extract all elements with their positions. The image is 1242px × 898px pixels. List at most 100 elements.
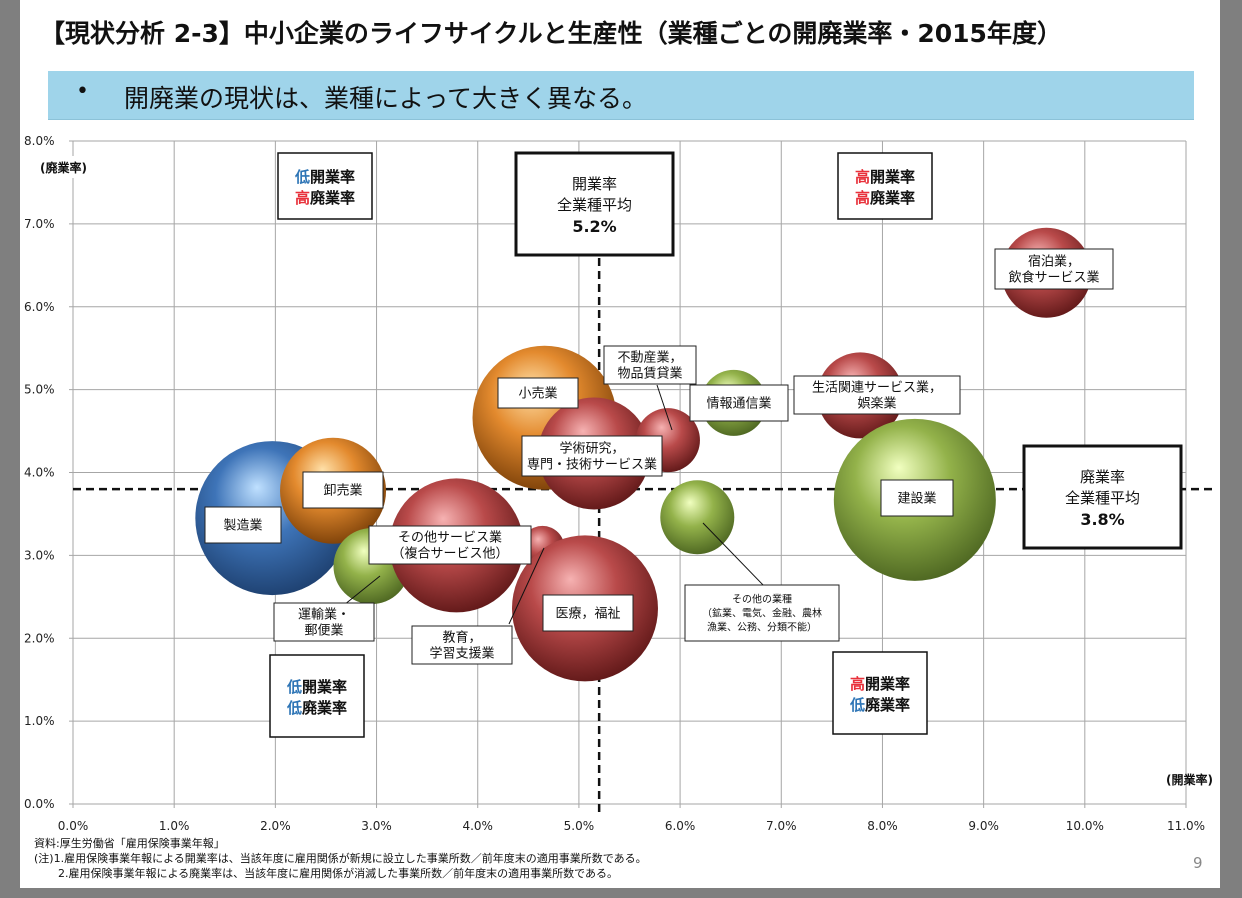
bubble-label-box [542, 594, 634, 632]
bubble-label-box [204, 506, 282, 544]
bubble-label: 生活関連サービス業， [812, 380, 942, 396]
bubble-label: 建設業 [897, 491, 936, 507]
x-tick-label: 0.0% [58, 819, 89, 833]
x-axis-label: (開業率) [1166, 772, 1213, 787]
leader-line [508, 547, 545, 625]
quadrant-label: 高廃業率 [295, 189, 355, 207]
bubble-label-box [793, 375, 961, 415]
bubble-label: 学習支援業 [429, 646, 494, 662]
bubble-label: 教育， [442, 630, 481, 646]
quadrant-rate: 開業率 [870, 168, 915, 186]
y-tick-label: 4.0% [24, 466, 55, 480]
quadrant-level: 低 [286, 678, 302, 696]
bubble-label: 娯楽業 [857, 396, 896, 412]
footnotes: 資料:厚生労働省「雇用保険事業年報」 (注)1.雇用保険事業年報による開業率は、… [34, 836, 647, 881]
quadrant-box-bottom-left [269, 654, 365, 738]
x-tick-label: 10.0% [1066, 819, 1104, 833]
x-tick-label: 5.0% [564, 819, 595, 833]
quadrant-label: 低開業率 [294, 168, 355, 186]
bubble-label-box [994, 248, 1114, 290]
x-tick-label: 2.0% [260, 819, 291, 833]
quadrant-level: 高 [855, 168, 870, 186]
avg-open-rate-box-line1: 開業率 [572, 175, 617, 193]
x-tick-label: 4.0% [462, 819, 493, 833]
quadrant-box-bottom-right [832, 651, 928, 735]
bubble-label-box [684, 584, 840, 642]
bubble-label: その他の業種 [732, 593, 792, 606]
y-axis-label-bg [38, 156, 104, 178]
x-tick-label: 6.0% [665, 819, 696, 833]
bubble-label: 専門・技術サービス業 [527, 457, 657, 473]
bubble-label: 小売業 [518, 386, 557, 402]
y-tick-label: 2.0% [24, 631, 55, 645]
note-1: (注)1.雇用保険事業年報による開業率は、当該年度に雇用関係が新規に設立した事業… [34, 852, 647, 865]
bubble-label: 物品賃貸業 [617, 366, 682, 382]
quadrant-box-top-left [277, 152, 373, 220]
quadrant-label: 低廃業率 [849, 696, 910, 714]
banner-text: 開廃業の現状は、業種によって大きく異なる。 [124, 84, 648, 113]
bubble-label: 製造業 [223, 518, 262, 534]
quadrant-level: 低 [294, 168, 310, 186]
quadrant-level: 高 [850, 675, 865, 693]
y-tick-label: 5.0% [24, 383, 55, 397]
bubble-label: 飲食サービス業 [1008, 270, 1099, 286]
x-tick-label: 8.0% [867, 819, 898, 833]
quadrant-label: 低開業率 [286, 678, 347, 696]
annotation-boxes: 開業率全業種平均5.2%廃業率全業種平均3.8%低開業率高廃業率高開業率高廃業率… [269, 151, 1183, 738]
bubble-label-box [497, 377, 579, 409]
summary-banner: • 開廃業の現状は、業種によって大きく異なる。 [48, 71, 1194, 120]
bubble-label-box [603, 345, 697, 385]
quadrant-rate: 開業率 [310, 168, 355, 186]
note-2: 2.雇用保険事業年報による廃業率は、当該年度に雇用関係が消滅した事業所数／前年度… [58, 867, 619, 880]
bubble-label: （鉱業、電気、金融、農林 [702, 607, 822, 620]
page-number: 9 [1193, 854, 1203, 872]
bubble-label: 医療，福祉 [555, 607, 620, 622]
quadrant-rate: 廃業率 [302, 699, 347, 717]
bubble-label-box [302, 471, 384, 509]
leader-line [656, 384, 673, 431]
bubble-label: 宿泊業， [1028, 254, 1080, 270]
leader-line [702, 522, 766, 588]
quadrant-label: 高開業率 [850, 675, 910, 693]
avg-close-rate-box [1022, 444, 1183, 550]
slide-title: 【現状分析 2-3】中小企業のライフサイクルと生産性（業種ごとの開廃業率・201… [40, 19, 1062, 48]
quadrant-rate: 開業率 [302, 678, 347, 696]
y-tick-label: 0.0% [24, 797, 55, 811]
bubble-label: 卸売業 [323, 483, 362, 499]
x-tick-label: 7.0% [766, 819, 797, 833]
quadrant-label: 高開業率 [855, 168, 915, 186]
y-tick-label: 8.0% [24, 134, 55, 148]
quadrant-rate: 廃業率 [310, 189, 355, 207]
bubble-label: 運輸業・ [298, 607, 350, 623]
quadrant-level: 高 [855, 189, 870, 207]
avg-close-rate-box-value: 3.8% [1080, 510, 1124, 529]
quadrant-level: 低 [286, 699, 302, 717]
y-tick-label: 7.0% [24, 217, 55, 231]
quadrant-level: 高 [295, 189, 310, 207]
bullet-icon: • [76, 79, 89, 104]
bubble-label: 学術研究， [559, 441, 624, 457]
y-tick-label: 6.0% [24, 300, 55, 314]
x-tick-label: 9.0% [968, 819, 999, 833]
avg-close-rate-box-line1: 廃業率 [1080, 468, 1125, 486]
bubble-label-box [368, 525, 532, 565]
y-tick-label: 1.0% [24, 714, 55, 728]
bubble-label-box [273, 602, 375, 642]
source-note: 資料:厚生労働省「雇用保険事業年報」 [34, 837, 225, 850]
quadrant-rate: 開業率 [865, 675, 910, 693]
bubble-label: 情報通信業 [706, 396, 771, 412]
quadrant-rate: 廃業率 [870, 189, 915, 207]
bubble-label: 漁業、公務、分類不能） [707, 621, 817, 634]
y-tick-label: 3.0% [24, 548, 55, 562]
quadrant-rate: 廃業率 [865, 696, 910, 714]
y-axis-label: (廃業率) [40, 160, 87, 175]
bubble-label-box [880, 479, 954, 517]
x-tick-label: 3.0% [361, 819, 392, 833]
bubble-label: その他サービス業 [398, 530, 502, 546]
bubble-label-box [521, 435, 663, 477]
tick-labels: 0.0% 1.0% 2.0% 3.0% 4.0% 5.0% 6.0% 7.0% 8.0% 9.0%… [24, 134, 1213, 833]
x-tick-label: 1.0% [159, 819, 190, 833]
quadrant-label: 低廃業率 [286, 699, 347, 717]
